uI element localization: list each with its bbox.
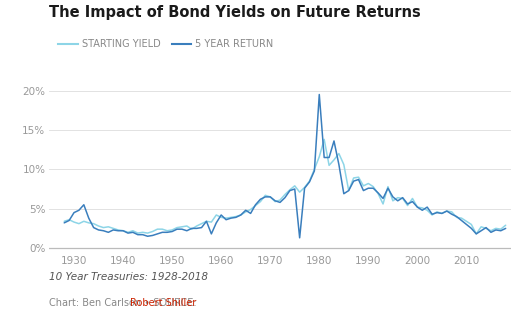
Text: Chart: Ben Carlson • SOURCE:: Chart: Ben Carlson • SOURCE:: [49, 298, 200, 308]
Text: 10 Year Treasuries: 1928-2018: 10 Year Treasuries: 1928-2018: [49, 272, 208, 283]
Text: The Impact of Bond Yields on Future Returns: The Impact of Bond Yields on Future Retu…: [49, 5, 421, 20]
Legend: STARTING YIELD, 5 YEAR RETURN: STARTING YIELD, 5 YEAR RETURN: [54, 35, 278, 53]
Text: Robert Shiller: Robert Shiller: [130, 298, 196, 308]
